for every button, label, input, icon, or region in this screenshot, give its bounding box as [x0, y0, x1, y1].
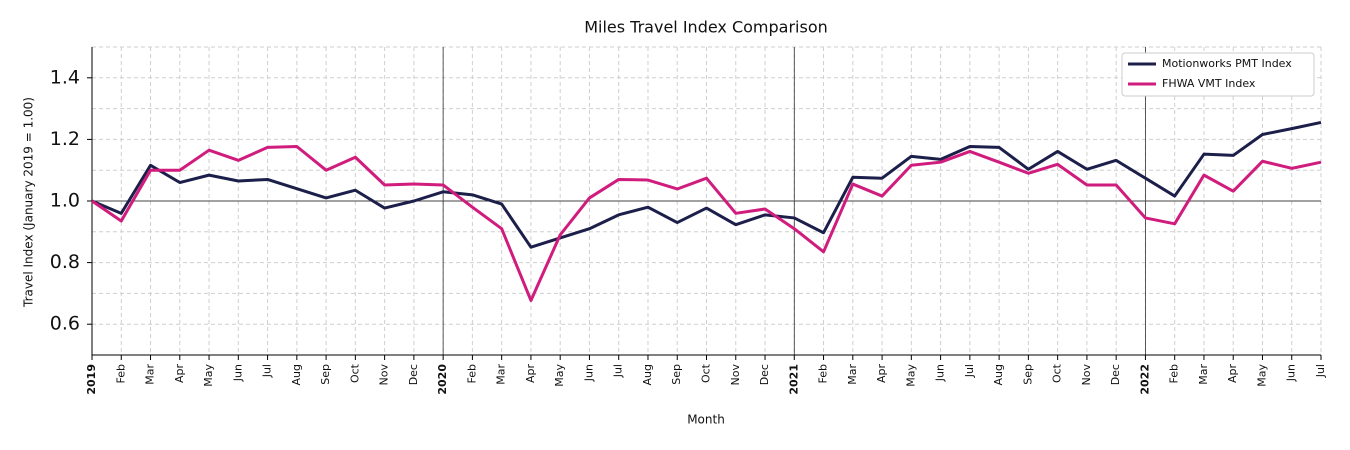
x-tick-label: Jun — [231, 364, 244, 382]
legend-label: FHWA VMT Index — [1162, 77, 1256, 90]
x-tick-label: Nov — [378, 364, 391, 386]
x-tick-label: Jun — [934, 364, 947, 382]
x-tick-label: 2022 — [1138, 364, 1151, 395]
x-tick-label: Aug — [290, 364, 303, 385]
x-tick-label: May — [553, 364, 566, 387]
x-tick-label: Feb — [465, 364, 478, 383]
y-axis-label: Travel Index (January 2019 = 1.00) — [22, 97, 36, 308]
x-tick-label: Apr — [875, 364, 888, 384]
x-tick-label: Mar — [144, 364, 157, 385]
legend-box — [1121, 52, 1315, 97]
x-tick-label: 2020 — [436, 364, 449, 395]
y-tick-label: 1.0 — [50, 190, 80, 212]
x-tick-label: Dec — [407, 364, 420, 385]
x-tick-label: Aug — [641, 364, 654, 385]
x-tick-label: Jul — [963, 364, 976, 378]
x-tick-label: Mar — [1197, 364, 1210, 385]
x-tick-label: Jun — [582, 364, 595, 382]
x-tick-label: Mar — [495, 364, 508, 385]
x-tick-label: 2019 — [85, 364, 98, 395]
y-tick-label: 0.6 — [50, 313, 80, 335]
legend-label: Motionworks PMT Index — [1162, 57, 1292, 70]
x-tick-label: Nov — [1080, 364, 1093, 386]
x-tick-label: Sep — [670, 364, 683, 385]
x-tick-label: Apr — [524, 364, 537, 384]
x-tick-label: Dec — [1109, 364, 1122, 385]
x-tick-label: 2021 — [787, 364, 800, 395]
x-tick-label: Mar — [846, 364, 859, 385]
y-tick-label: 0.8 — [50, 251, 80, 273]
x-tick-label: Sep — [319, 364, 332, 385]
x-tick-label: Oct — [348, 363, 361, 383]
series-line — [91, 120, 1322, 249]
x-tick-label: Feb — [114, 364, 127, 383]
x-axis-label: Month — [687, 413, 725, 427]
x-tick-label: May — [904, 364, 917, 387]
x-tick-label: Jun — [1285, 364, 1298, 382]
x-tick-label: Oct — [1051, 363, 1064, 383]
x-tick-label: May — [1255, 364, 1268, 387]
x-tick-label: Jul — [261, 364, 274, 378]
x-tick-label: Jul — [612, 364, 625, 378]
x-tick-label: May — [202, 364, 215, 387]
x-tick-label: Apr — [173, 364, 186, 384]
x-tick-label: Feb — [817, 364, 830, 383]
x-tick-label: Oct — [700, 363, 713, 383]
x-tick-label: Apr — [1226, 364, 1239, 384]
x-tick-label: Feb — [1168, 364, 1181, 383]
x-tick-label: Aug — [992, 364, 1005, 385]
y-tick-label: 1.4 — [50, 66, 80, 88]
x-tick-label: Sep — [1021, 364, 1034, 385]
y-tick-label: 1.2 — [50, 128, 80, 150]
x-tick-label: Jul — [1314, 364, 1327, 378]
x-tick-label: Dec — [758, 364, 771, 385]
series-line — [91, 144, 1322, 302]
chart-title: Miles Travel Index Comparison — [584, 18, 828, 37]
x-tick-label: Nov — [729, 364, 742, 386]
